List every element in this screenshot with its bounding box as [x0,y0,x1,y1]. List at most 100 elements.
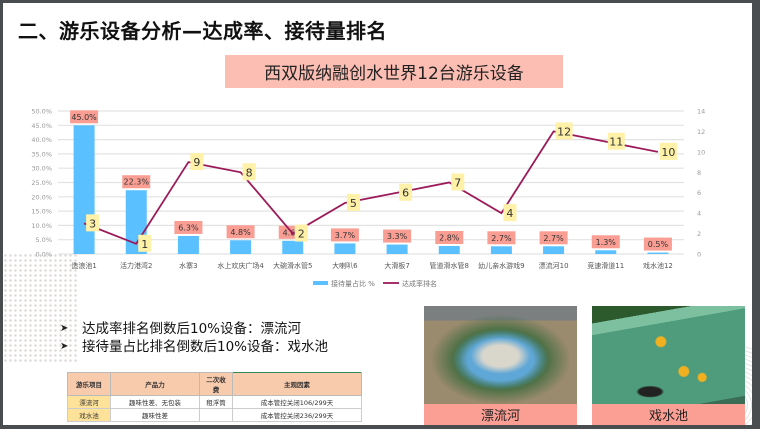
x-category-label: 漂流河10 [539,261,569,270]
y-left-tick: 20.0% [31,193,52,201]
bar-value-label-bg [122,175,151,189]
bar-value-label: 22.3% [124,178,150,187]
bar [543,246,565,254]
line-value-label: 8 [246,166,253,179]
bar-value-label: 3.3% [387,232,408,241]
line-value-label: 2 [298,228,305,241]
y-right-tick: 12 [697,128,705,136]
bar [386,244,408,254]
bar-value-label: 2.8% [439,233,460,242]
line-value-label: 11 [609,136,623,149]
bar [647,252,669,254]
bar [334,243,356,254]
x-category-label: 竞速滑道11 [587,261,624,270]
y-left-tick: 5.0% [35,236,52,244]
dot-pattern-decoration [3,253,78,363]
x-category-label: 管道滑水管8 [430,261,469,270]
header-cell: 二次收费 [199,372,233,396]
rank-line [83,130,659,245]
bar-value-label: 2.7% [491,234,512,243]
y-right-tick: 8 [697,169,701,177]
x-category-label: 幼儿亲水游戏9 [478,261,524,270]
table-row: 戏水池 趣味性差 成本管控关闭236/299天 [67,408,362,422]
header-cell: 产品力 [110,372,200,396]
bar-value-label-bg [383,229,412,243]
bar [595,250,617,254]
x-category-label: 戏水池12 [643,261,673,270]
legend-bar-swatch [313,281,328,285]
bar-value-label-bg [643,237,672,251]
bar-value-label: 0.5% [648,240,669,249]
line-value-label-bg [451,173,465,191]
line-value-label-bg [607,132,625,150]
line-value-label: 3 [89,217,96,230]
y-right-tick: 2 [697,230,701,238]
y-right-tick: 10 [697,148,705,156]
bullet-list: ➤ 达成率排名倒数后10%设备：漂流河 ➤ 接待量占比排名倒数后10%设备：戏水池 [60,320,328,356]
bar [438,245,460,254]
line-value-label: 7 [454,177,461,190]
bar [177,235,199,254]
bar-value-label: 45.0% [71,113,97,122]
bar [490,246,512,254]
photo-caption: 漂流河 [424,404,577,425]
line-value-label-bg [555,122,573,140]
analysis-table: 游乐项目 产品力 二次收费 主观因素 漂流河 趣味性差、无包装 租浮筒 成本管控… [67,372,362,422]
y-left-tick: 25.0% [31,179,52,187]
y-left-tick: 50.0% [31,108,52,116]
bullet-item: ➤ 接待量占比排名倒数后10%设备：戏水池 [60,339,329,355]
header-cell: 主观因素 [232,372,362,396]
bar-value-label-bg [330,228,359,242]
line-value-label-bg [659,142,677,160]
line-value-label-bg [138,234,152,252]
bar-value-label-bg [226,225,255,239]
line-value-label-bg [190,153,204,171]
bar-value-label: 3.7% [335,231,356,240]
x-category-label: 大碗滑水管5 [273,261,312,270]
line-value-label: 5 [350,197,357,210]
bar-value-label: 2.7% [543,234,564,243]
arrow-bullet-icon: ➤ [60,341,69,352]
line-value-label-bg [503,204,517,222]
line-value-label-bg [346,193,360,211]
y-right-tick: 0 [697,251,701,259]
y-left-tick: 45.0% [31,122,52,130]
header-cell: 游乐项目 [67,372,111,396]
y-right-tick: 6 [697,189,701,197]
bar-value-label-bg [435,230,464,244]
legend-bar-label: 接待量占比 % [331,279,375,288]
combo-chart: 0.0%5.0%10.0%15.0%20.0%25.0%30.0%35.0%40… [31,108,705,289]
arrow-bullet-icon: ➤ [60,323,69,334]
x-category-label: 造浪池1 [71,261,96,270]
line-value-label: 10 [661,146,675,159]
bar [73,125,95,254]
y-left-tick: 35.0% [31,150,52,158]
y-left-tick: 15.0% [31,208,52,216]
page-title: 二、游乐设备分析—达成率、接待量排名 [18,19,387,43]
bar-value-label-bg [70,110,99,124]
line-value-label: 12 [557,125,571,138]
chart-title-banner: 西双版纳融创水世界12台游乐设备 [225,55,563,88]
y-right-tick: 4 [697,210,701,218]
line-value-label: 6 [402,187,409,200]
bar-value-label-bg [487,231,516,245]
bar-value-label-bg [591,235,620,249]
line-value-label-bg [242,163,256,181]
bar-value-label: 1.3% [596,238,617,247]
x-category-label: 活力港湾2 [120,261,152,270]
bar [230,240,252,254]
y-left-tick: 10.0% [31,222,52,230]
bar-value-label-bg [174,220,203,234]
line-value-label: 1 [141,238,148,251]
bar [282,240,304,254]
photo-wading-pool: 戏水池 [592,306,745,425]
bar-value-label-bg [539,231,568,245]
slide: 二、游乐设备分析—达成率、接待量排名 西双版纳融创水世界12台游乐设备 0.0%… [3,3,752,425]
bar-value-label: 4.8% [230,228,251,237]
line-value-label-bg [86,214,100,232]
x-category-label: 大喇叭6 [332,261,358,270]
line-value-label: 4 [506,207,513,220]
y-left-tick: 30.0% [31,165,52,173]
y-left-tick: 40.0% [31,136,52,144]
x-category-label: 水上欢庆广场4 [217,261,264,270]
